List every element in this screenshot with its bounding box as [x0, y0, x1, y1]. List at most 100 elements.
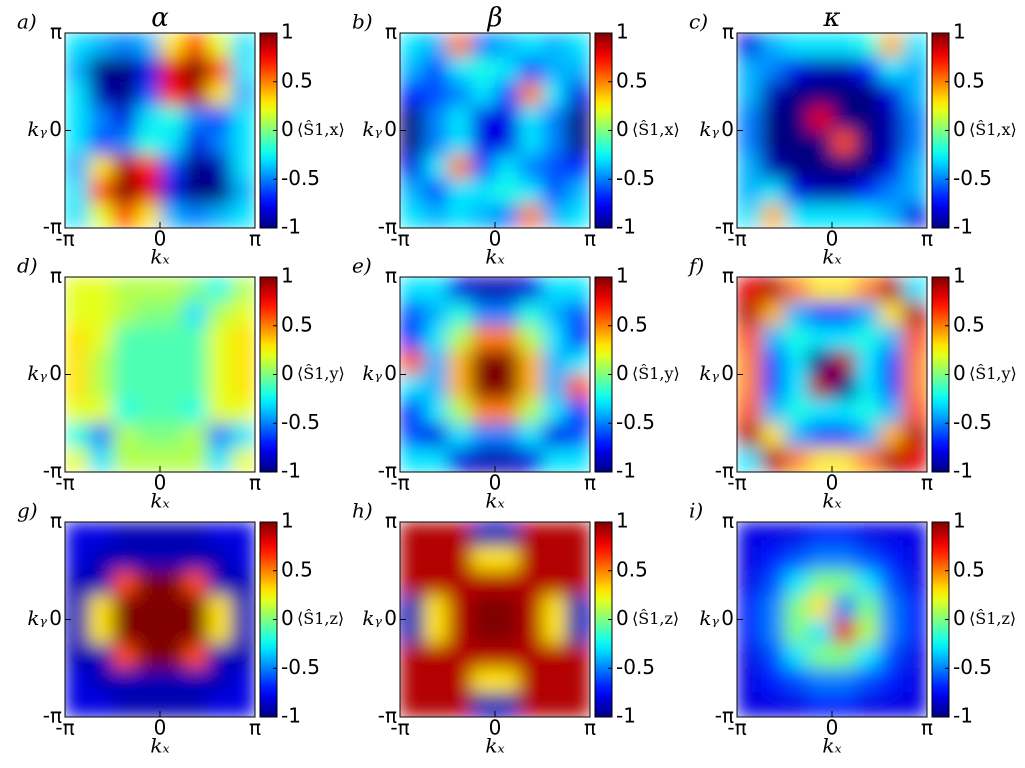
panel: -π 0 π -π 0 π 𝑘ₓ 𝑘ᵧ h) 1 0.5 0 -0.5 -1 ⟨Ŝ1,z⟩: [352, 499, 679, 758]
heatmap-cell: [423, 179, 448, 205]
heatmap-cell: [495, 374, 520, 400]
heatmap-cell: [88, 325, 113, 351]
heatmap-cell: [879, 692, 904, 717]
x-tick-label: 0: [489, 471, 502, 495]
panel-title: κ: [822, 3, 840, 33]
heatmap-cell: [112, 546, 137, 572]
heatmap-cell: [447, 546, 472, 572]
heatmap-cell: [737, 33, 762, 58]
heatmap-cell: [903, 546, 927, 572]
heatmap-cell: [566, 57, 590, 83]
panel: -π 0 π -π 0 π 𝑘ₓ 𝑘ᵧ a) α 1 0.5 0 -0.5 -1 ⟨Ŝ1,x⟩: [17, 3, 345, 269]
heatmap-cell: [784, 350, 809, 375]
heatmap-cell: [112, 423, 137, 449]
heatmap-cell: [88, 643, 113, 669]
heatmap-cell: [160, 106, 185, 131]
colorbar-tick-label: -0.5: [953, 655, 992, 679]
colorbar-tick-label: 0.5: [616, 312, 648, 336]
heatmap-cell: [495, 33, 520, 58]
y-tick-label: 0: [49, 606, 62, 630]
heatmap-area: [65, 277, 255, 472]
heatmap-cell: [903, 57, 927, 83]
heatmap-cell: [879, 570, 904, 596]
heatmap-cell: [855, 398, 880, 424]
heatmap-cell: [207, 154, 232, 180]
colorbar-tick-label: -0.5: [616, 655, 655, 679]
heatmap-cell: [495, 447, 520, 472]
heatmap-cell: [760, 423, 785, 449]
colorbar-tick-label: -0.5: [953, 410, 992, 434]
heatmap-cell: [760, 106, 785, 131]
heatmap-cell: [65, 692, 90, 717]
heatmap-cell: [88, 350, 113, 375]
heatmap-cell: [903, 130, 927, 156]
heatmap-cell: [855, 595, 880, 620]
heatmap-cell: [231, 203, 255, 228]
heatmap-cell: [471, 595, 496, 620]
heatmap-cell: [423, 350, 448, 375]
y-axis-label: 𝑘ᵧ: [362, 606, 382, 630]
colorbar-tick-label: -1: [616, 459, 636, 483]
heatmap-cell: [808, 203, 833, 228]
heatmap-cell: [88, 398, 113, 424]
heatmap-cell: [231, 570, 255, 596]
heatmap-cell: [879, 277, 904, 302]
heatmap-cell: [879, 325, 904, 351]
heatmap-cell: [136, 33, 161, 58]
heatmap-cell: [808, 692, 833, 717]
heatmap-cell: [832, 595, 857, 620]
heatmap-cell: [447, 301, 472, 327]
x-tick-label: π: [249, 716, 261, 740]
heatmap-cell: [784, 81, 809, 107]
heatmap-cell: [566, 423, 590, 449]
heatmap-cell: [136, 350, 161, 375]
heatmap-cell: [566, 106, 590, 131]
heatmap-cell: [400, 570, 425, 596]
heatmap-cell: [160, 57, 185, 83]
heatmap-cell: [784, 668, 809, 694]
heatmap-cell: [542, 106, 567, 131]
heatmap-cell: [65, 668, 90, 694]
heatmap-cell: [65, 203, 90, 228]
x-tick-label: 0: [154, 716, 167, 740]
heatmap-cell: [808, 33, 833, 58]
heatmap-cell: [423, 154, 448, 180]
colorbar-tick-label: -0.5: [281, 410, 320, 434]
heatmap-cell: [542, 692, 567, 717]
heatmap-cell: [160, 350, 185, 375]
heatmap-cell: [65, 570, 90, 596]
x-axis-label: 𝑘ₓ: [485, 489, 504, 513]
heatmap-cell: [808, 374, 833, 400]
heatmap-cell: [136, 619, 161, 645]
heatmap-cell: [400, 325, 425, 351]
heatmap-cell: [88, 57, 113, 83]
heatmap-cell: [808, 301, 833, 327]
heatmap-cell: [136, 447, 161, 472]
x-axis-label: 𝑘ₓ: [822, 245, 841, 269]
heatmap-cell: [183, 522, 208, 547]
heatmap-cell: [207, 522, 232, 547]
heatmap-cell: [400, 33, 425, 58]
y-tick-label: π: [385, 509, 397, 533]
heatmap-cell: [542, 325, 567, 351]
x-tick-label: π: [584, 227, 596, 251]
heatmap-cell: [855, 546, 880, 572]
heatmap-cell: [518, 106, 543, 131]
x-tick-label: 0: [826, 471, 839, 495]
heatmap-cell: [183, 570, 208, 596]
heatmap-cell: [903, 423, 927, 449]
colorbar-tick-label: 0.5: [616, 68, 648, 92]
heatmap-cell: [495, 668, 520, 694]
heatmap-cell: [855, 130, 880, 156]
heatmap-cell: [447, 398, 472, 424]
y-axis-label: 𝑘ᵧ: [699, 606, 719, 630]
heatmap-cell: [495, 570, 520, 596]
heatmap-cell: [855, 447, 880, 472]
heatmap-cell: [447, 130, 472, 156]
heatmap-cell: [903, 81, 927, 107]
colorbar-tick-label: -1: [281, 215, 301, 239]
heatmap-cell: [903, 277, 927, 302]
heatmap-cell: [879, 154, 904, 180]
heatmap-cell: [566, 33, 590, 58]
heatmap-cell: [566, 179, 590, 205]
